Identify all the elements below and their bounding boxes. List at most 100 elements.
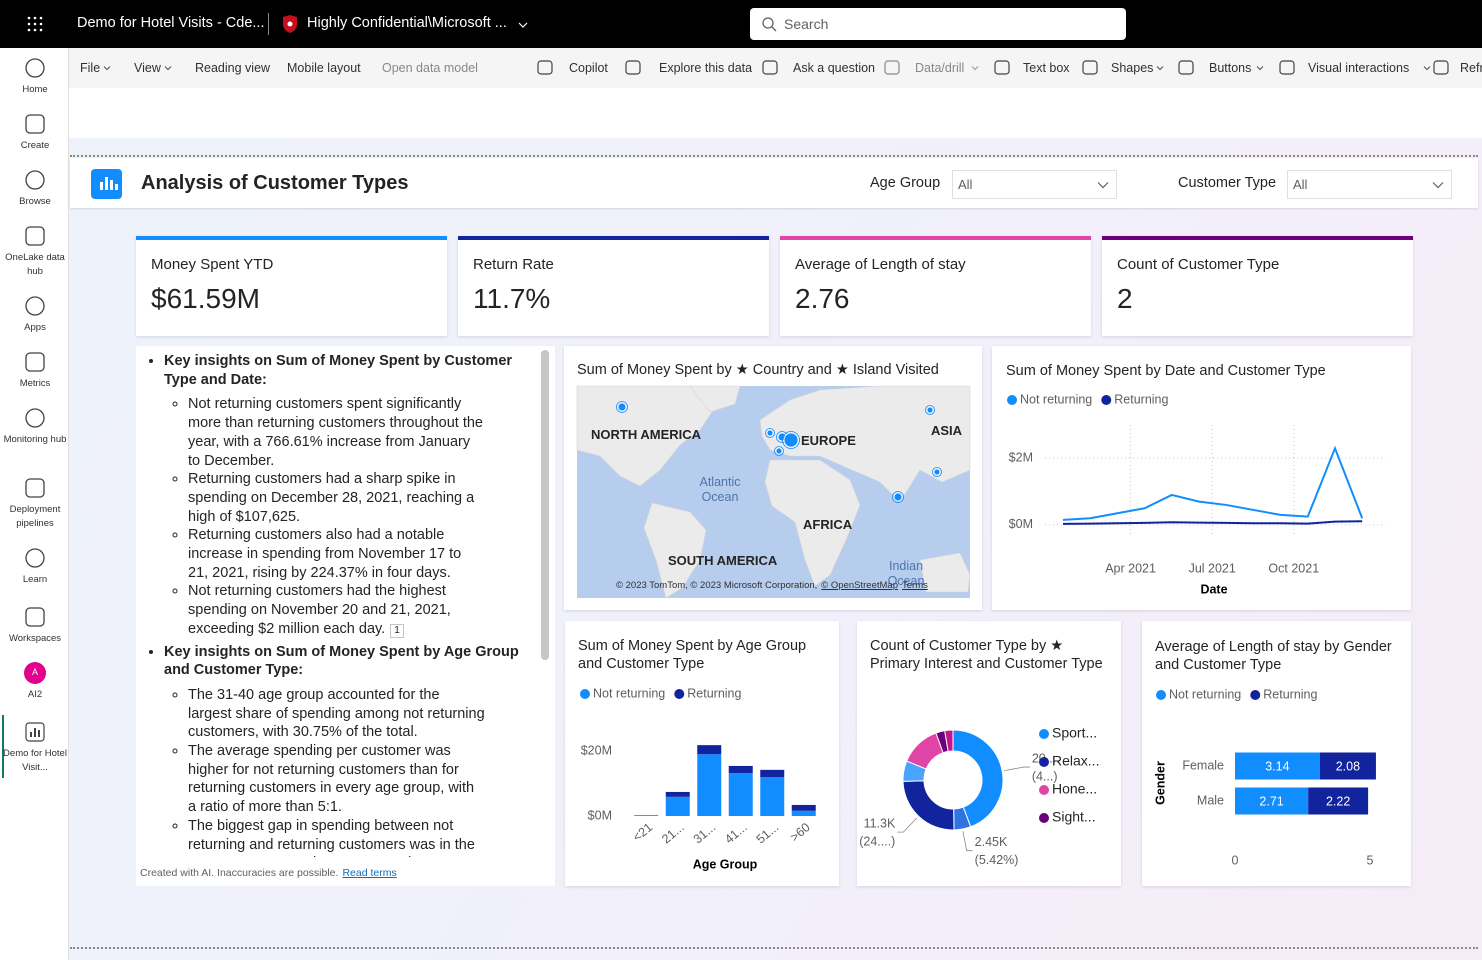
kpi-label: Return Rate bbox=[473, 256, 554, 273]
attribution-part[interactable]: © OpenStreetMap bbox=[821, 580, 898, 591]
kpi-card bbox=[780, 236, 1091, 336]
insight-bullet: Not returning customers spent significan… bbox=[188, 395, 485, 470]
insight-bullet: Not returning customers had the highest … bbox=[188, 582, 485, 638]
toolbar-item[interactable]: Mobile layout bbox=[287, 61, 361, 75]
toolbar-item[interactable]: Open data model bbox=[382, 61, 478, 75]
nav-label[interactable]: Workspaces bbox=[8, 633, 62, 644]
map-label: NORTH AMERICA bbox=[591, 427, 702, 442]
canvas-edge bbox=[70, 947, 1478, 949]
toolbar-item[interactable]: Ask a question bbox=[793, 61, 875, 75]
insight-section: Key insights on Sum of Money Spent by Cu… bbox=[164, 352, 521, 639]
insight-text: The average spending per customer was hi… bbox=[188, 743, 475, 816]
map-label: SOUTH AMERICA bbox=[668, 553, 778, 568]
nav-label[interactable]: OneLake data hub bbox=[5, 252, 65, 277]
insight-heading: Key insights on Sum of Money Spent by Cu… bbox=[164, 353, 513, 388]
kpi-card bbox=[458, 236, 769, 336]
insight-text: Not returning customers spent significan… bbox=[188, 396, 483, 469]
nav-label[interactable]: AI2 bbox=[27, 689, 43, 700]
kpi-label: Count of Customer Type bbox=[1117, 256, 1280, 273]
citation[interactable]: 1 bbox=[390, 623, 404, 638]
toolbar-item[interactable]: Shapes bbox=[1111, 61, 1154, 75]
nav-rail bbox=[0, 48, 69, 960]
nav-label[interactable]: Create bbox=[20, 140, 50, 151]
insight-text: The biggest gap in spending between not … bbox=[188, 817, 475, 857]
toolbar-item[interactable]: Data/drill bbox=[915, 61, 965, 75]
kpi-value: 2 bbox=[1117, 283, 1133, 314]
toolbar-item[interactable]: File bbox=[80, 61, 101, 75]
map-label: EUROPE bbox=[801, 433, 856, 448]
toolbar-item[interactable]: Reading view bbox=[195, 61, 271, 75]
nav-label[interactable]: Browse bbox=[19, 196, 51, 207]
insight-section: Key insights on Sum of Money Spent by Ag… bbox=[164, 643, 521, 857]
visual-title: Sum of Money Spent by Age Group and Cust… bbox=[578, 638, 807, 672]
kpi-value: 11.7% bbox=[473, 283, 551, 314]
nav-label[interactable]: Apps bbox=[24, 322, 46, 333]
filter-dropdown[interactable] bbox=[1287, 170, 1452, 199]
report-name[interactable]: Demo for Hotel Visits - Cde... bbox=[77, 15, 265, 31]
nav-label[interactable]: Demo for Hotel Visit... bbox=[3, 748, 67, 773]
insight-text: Returning customers also had a notable i… bbox=[188, 527, 462, 581]
scrollbar[interactable] bbox=[541, 350, 549, 660]
kpi-card bbox=[1102, 236, 1413, 336]
attribution-part: © 2023 TomTom, © 2023 Microsoft Corporat… bbox=[616, 580, 818, 591]
kpi-value: $61.59M bbox=[151, 283, 260, 314]
toolbar-item[interactable]: Buttons bbox=[1209, 61, 1252, 75]
insight-bullets: The 31-40 age group accounted for the la… bbox=[164, 686, 485, 857]
report-header bbox=[70, 158, 1478, 208]
search-placeholder: Search bbox=[784, 16, 829, 32]
toolbar-item[interactable]: Refr bbox=[1460, 61, 1482, 75]
toolbar-item[interactable]: View bbox=[134, 61, 161, 75]
canvas-band bbox=[69, 88, 1482, 138]
filter-value: All bbox=[1293, 177, 1308, 192]
report-title: Analysis of Customer Types bbox=[141, 172, 409, 194]
visual-title: Sum of Money Spent by ★ Country and ★ Is… bbox=[577, 362, 939, 378]
filter-label: Age Group bbox=[870, 175, 941, 191]
nav-label[interactable]: Home bbox=[22, 84, 48, 95]
toolbar-item[interactable]: Text box bbox=[1023, 61, 1070, 75]
insight-text: Not returning customers had the highest … bbox=[188, 583, 451, 637]
nav-label[interactable]: Learn bbox=[22, 574, 48, 585]
nav-label[interactable]: Monitoring hub bbox=[3, 434, 67, 445]
insight-text: The 31-40 age group accounted for the la… bbox=[188, 686, 485, 741]
filter-dropdown[interactable] bbox=[952, 170, 1117, 199]
filter-value: All bbox=[958, 177, 973, 192]
insights-panel: Key insights on Sum of Money Spent by Cu… bbox=[136, 346, 555, 886]
map-attribution: © 2023 TomTom, © 2023 Microsoft Corporat… bbox=[612, 580, 928, 591]
footer-link[interactable]: Read terms bbox=[342, 867, 397, 879]
visual-card bbox=[992, 346, 1411, 610]
visual-title: Count of Customer Type by ★ Primary Inte… bbox=[870, 638, 1103, 672]
insight-bullet: Returning customers had a sharp spike in… bbox=[188, 470, 485, 526]
insight-bullet: The biggest gap in spending between not … bbox=[188, 817, 485, 857]
map-label: ASIA bbox=[931, 423, 963, 438]
nav-label[interactable]: Deployment pipelines bbox=[9, 504, 61, 529]
search-box[interactable] bbox=[750, 8, 1126, 40]
toolbar-item[interactable]: Copilot bbox=[569, 61, 608, 75]
canvas-edge bbox=[70, 155, 1478, 157]
filter-label: Customer Type bbox=[1178, 175, 1277, 191]
insight-bullet: The average spending per customer was hi… bbox=[188, 742, 485, 817]
attribution-part[interactable]: Terms bbox=[902, 580, 928, 591]
insight-heading: Key insights on Sum of Money Spent by Ag… bbox=[164, 643, 519, 679]
toolbar-item[interactable]: Explore this data bbox=[659, 61, 753, 75]
footer-text: Created with AI. Inaccuracies are possib… bbox=[140, 867, 339, 879]
sensitivity-label[interactable]: Highly Confidential\Microsoft ... bbox=[307, 15, 507, 31]
insights-footer: Created with AI. Inaccuracies are possib… bbox=[140, 867, 397, 879]
toolbar-item[interactable]: Visual interactions bbox=[1308, 61, 1410, 75]
kpi-card bbox=[136, 236, 447, 336]
map-label: Atlantic Ocean bbox=[699, 475, 741, 504]
visual-title: Average of Length of stay by Gender and … bbox=[1155, 639, 1392, 673]
kpi-label: Money Spent YTD bbox=[151, 256, 274, 273]
toolbar bbox=[69, 48, 1482, 88]
nav-label[interactable]: Metrics bbox=[19, 378, 51, 389]
kpi-value: 2.76 bbox=[795, 283, 850, 314]
divider bbox=[268, 13, 269, 35]
avatar-initial: A bbox=[31, 667, 38, 677]
insight-bullet: Returning customers also had a notable i… bbox=[188, 526, 485, 582]
insight-bullets: Not returning customers spent significan… bbox=[164, 395, 485, 638]
top-bar bbox=[0, 0, 1482, 48]
insights-body: Key insights on Sum of Money Spent by Cu… bbox=[136, 352, 521, 857]
insight-text: Returning customers had a sharp spike in… bbox=[188, 471, 475, 525]
insight-bullet: The 31-40 age group accounted for the la… bbox=[188, 686, 485, 742]
insights-list: Key insights on Sum of Money Spent by Cu… bbox=[136, 352, 521, 857]
